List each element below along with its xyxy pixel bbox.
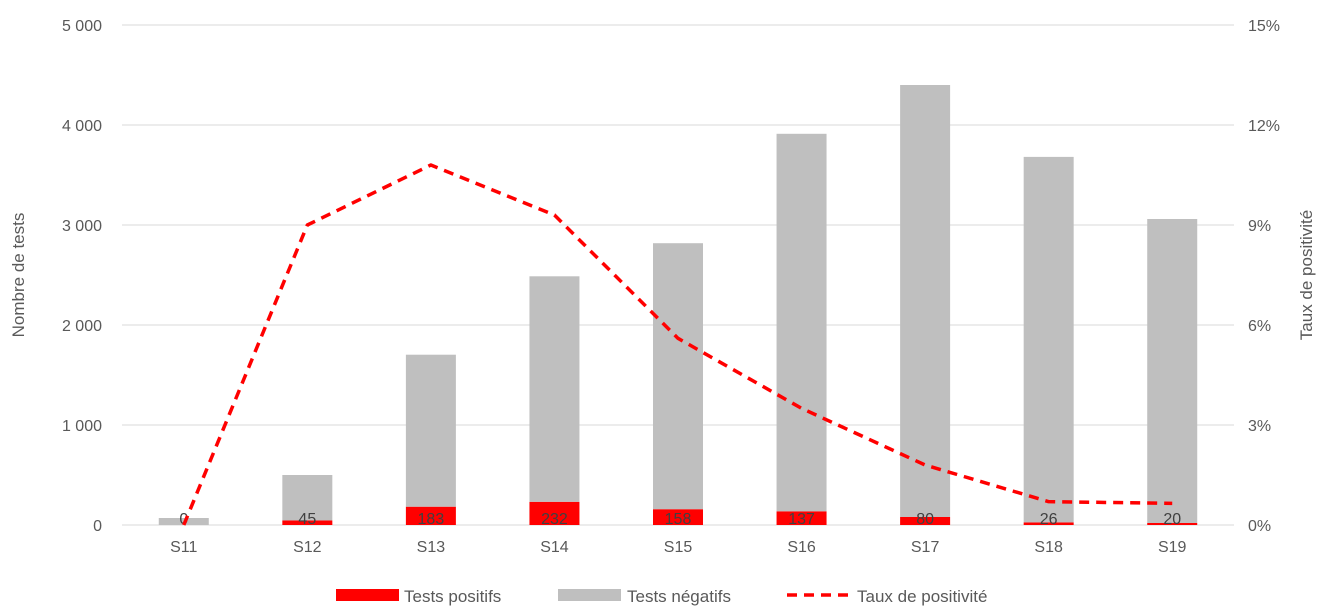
data-label-tests-positifs: 45 bbox=[298, 511, 316, 528]
bar-tests-positifs bbox=[1023, 522, 1074, 525]
y2-tick-label: 0% bbox=[1248, 518, 1271, 535]
legend-label-tests-negatifs: Tests négatifs bbox=[627, 587, 731, 606]
y-tick-label: 2 000 bbox=[62, 318, 102, 335]
legend: Tests positifs Tests négatifs Taux de po… bbox=[336, 587, 987, 606]
legend-swatch-tests-positifs bbox=[336, 589, 399, 601]
legend-swatch-tests-negatifs bbox=[558, 589, 621, 601]
data-label-tests-positifs: 26 bbox=[1040, 511, 1058, 528]
bar-tests-positifs bbox=[529, 501, 580, 525]
x-tick-label: S12 bbox=[293, 539, 322, 556]
x-tick-label: S11 bbox=[170, 539, 197, 556]
y2-axis-title: Taux de positivité bbox=[1297, 210, 1316, 340]
bar-tests-positifs bbox=[282, 520, 333, 525]
axes: Nombre de tests Taux de positivité 0 0% 1 … bbox=[9, 18, 1316, 556]
data-label-tests-positifs: 158 bbox=[665, 511, 692, 528]
legend-label-taux-positivite: Taux de positivité bbox=[857, 587, 987, 606]
data-label-tests-positifs: 80 bbox=[916, 511, 934, 528]
y-axis-title: Nombre de tests bbox=[9, 213, 28, 338]
data-label-tests-positifs: 20 bbox=[1163, 511, 1181, 528]
y-tick-label: 1 000 bbox=[62, 418, 102, 435]
y-tick-label: 0 bbox=[93, 518, 102, 535]
y-tick-label: 3 000 bbox=[62, 218, 102, 235]
bar-tests-negatifs bbox=[529, 276, 580, 502]
bar-tests-negatifs bbox=[900, 85, 951, 517]
data-label-tests-positifs: 232 bbox=[541, 511, 568, 528]
x-tick-label: S17 bbox=[911, 539, 940, 556]
data-label-tests-positifs: 0 bbox=[179, 511, 188, 528]
y2-tick-label: 9% bbox=[1248, 218, 1271, 235]
positivity-line-layer bbox=[182, 163, 1173, 526]
bars bbox=[158, 85, 1198, 525]
legend-label-tests-positifs: Tests positifs bbox=[404, 587, 501, 606]
x-tick-label: S16 bbox=[787, 539, 816, 556]
data-labels: 0 45 183 232 158 137 80 26 20 bbox=[179, 511, 1181, 528]
bar-tests-negatifs bbox=[1023, 156, 1074, 523]
bar-tests-negatifs bbox=[776, 133, 827, 512]
data-label-tests-positifs: 137 bbox=[788, 511, 815, 528]
bar-tests-positifs bbox=[1147, 523, 1198, 525]
y2-tick-label: 3% bbox=[1248, 418, 1271, 435]
line-taux-de-positivite bbox=[182, 163, 1173, 526]
bar-tests-negatifs bbox=[1147, 219, 1198, 523]
y2-tick-label: 15% bbox=[1248, 18, 1280, 35]
x-tick-label: S19 bbox=[1158, 539, 1187, 556]
x-tick-label: S13 bbox=[417, 539, 446, 556]
bar-tests-positifs bbox=[776, 511, 827, 525]
y2-tick-label: 12% bbox=[1248, 118, 1280, 135]
bar-tests-negatifs bbox=[653, 243, 703, 510]
bar-tests-positifs bbox=[900, 517, 951, 525]
y-tick-label: 4 000 bbox=[62, 118, 102, 135]
x-tick-label: S14 bbox=[540, 539, 569, 556]
bar-tests-positifs bbox=[405, 506, 456, 525]
bar-tests-positifs bbox=[653, 509, 703, 525]
y-tick-label: 5 000 bbox=[62, 18, 102, 35]
data-label-tests-positifs: 183 bbox=[418, 511, 445, 528]
y2-tick-label: 6% bbox=[1248, 318, 1271, 335]
bar-tests-negatifs bbox=[282, 475, 333, 521]
bar-tests-negatifs bbox=[405, 354, 456, 507]
x-tick-label: S15 bbox=[664, 539, 693, 556]
x-tick-label: S18 bbox=[1034, 539, 1063, 556]
